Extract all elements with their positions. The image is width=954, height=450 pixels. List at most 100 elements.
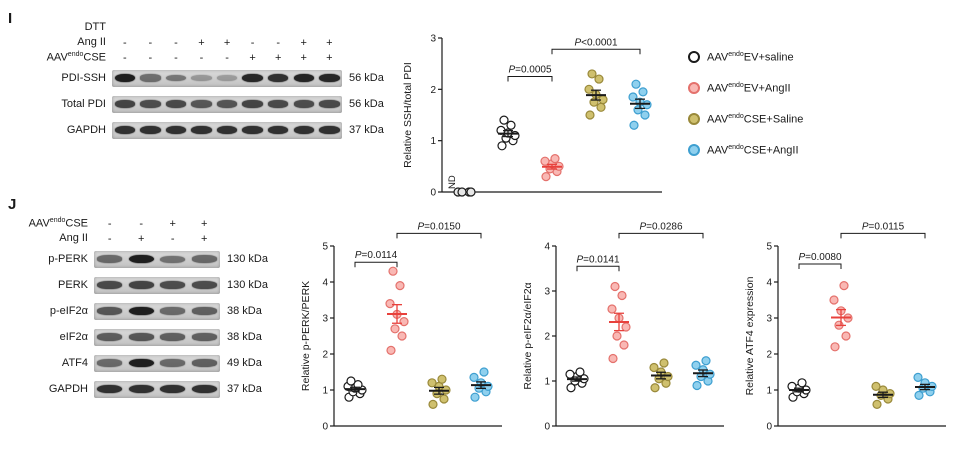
y-tick-label: 3 (430, 34, 436, 45)
data-point (629, 120, 639, 130)
p-value-label: P=0.0115 (862, 221, 905, 232)
data-point (871, 381, 881, 391)
blot-kda-label: 56 kDa (349, 72, 384, 84)
condition-symbol: - (122, 51, 127, 64)
blot-lane (157, 359, 189, 367)
panel-I-label: I (8, 10, 13, 27)
data-point (631, 79, 641, 89)
blot-protein-label: GAPDH (66, 123, 106, 136)
condition-symbol: + (138, 232, 145, 245)
data-point (439, 394, 449, 404)
significance-bracket (507, 76, 553, 82)
blot-strip (112, 95, 343, 113)
blot-band (242, 100, 263, 108)
blot-lane (291, 73, 317, 83)
blot-protein-label: PDI-SSH (61, 71, 106, 84)
blot-protein-label: ATF4 (61, 356, 88, 369)
data-point (830, 342, 840, 352)
blot-lane (94, 307, 126, 315)
data-point (388, 266, 398, 276)
label-fragment: AAV (707, 113, 729, 126)
legend-marker-icon (688, 82, 700, 94)
legend-label: AAVendoEV+AngII (707, 82, 791, 95)
label-fragment: AAV (28, 217, 50, 230)
legend-label: AAVendoCSE+Saline (707, 113, 803, 126)
blot-lane (126, 306, 158, 316)
blot-lane (189, 281, 221, 289)
blot-band (191, 100, 212, 108)
label-fragment: endo (67, 51, 84, 59)
blot-band (165, 100, 187, 108)
condition-symbol: + (326, 51, 333, 64)
data-point (386, 345, 396, 355)
y-axis-title: Relative p-eIF2α/eIF2α (522, 282, 534, 389)
y-tick-label: 1 (766, 386, 772, 397)
y-axis-title: Relative SSH/total PDI (402, 62, 414, 168)
blot-lane (94, 384, 126, 394)
blot-lane (112, 100, 138, 108)
blot-band (165, 125, 187, 135)
data-point (650, 383, 660, 393)
blot-band (128, 358, 154, 368)
blot-band (160, 307, 186, 315)
blot-kda-label: 37 kDa (227, 383, 262, 395)
blot-condition-symbols: - - + + (94, 218, 220, 230)
y-tick-label: 3 (322, 314, 328, 325)
data-point (612, 331, 622, 341)
data-point (691, 360, 701, 370)
legend-item: AAVendoEV+saline (688, 50, 803, 64)
blot-band (128, 281, 154, 289)
blot-strip (94, 354, 220, 372)
blot-band-row: p-eIF2α 38 kDa (10, 298, 268, 324)
blot-lane (112, 73, 138, 83)
nd-label: ND (447, 175, 458, 189)
blot-band (191, 333, 217, 341)
legend-item: AAVendoCSE+Saline (688, 112, 803, 126)
blot-band (128, 384, 154, 394)
data-point (649, 362, 659, 373)
data-point (617, 290, 627, 301)
blot-band (191, 307, 217, 315)
blot-band (267, 73, 289, 83)
p-value-label: P<0.0001 (574, 37, 618, 48)
blot-condition-label: AAVendoCSE (10, 217, 94, 230)
legend-item: AAVendoCSE+AngII (688, 143, 803, 157)
blot-lane (189, 74, 215, 82)
blot-band-row: PDI-SSH 56 kDa (26, 65, 384, 91)
blot-lane (157, 281, 189, 289)
y-tick-label: 0 (544, 422, 550, 433)
data-point (540, 156, 550, 166)
blot-lane (138, 100, 164, 108)
condition-symbol: + (300, 36, 307, 49)
data-point (457, 187, 467, 197)
y-tick-label: 2 (322, 350, 328, 361)
blot-lane (291, 125, 317, 135)
blot-lane (126, 384, 158, 394)
legend-label: AAVendoCSE+AngII (707, 144, 799, 157)
condition-symbol: - (148, 51, 153, 64)
data-point (506, 120, 516, 130)
blot-band (114, 125, 135, 135)
blot-condition-row: AAVendoCSE - - + + (10, 216, 268, 231)
data-point (640, 110, 650, 120)
blot-kda-label: 56 kDa (349, 98, 384, 110)
p-value-label: P=0.0005 (508, 65, 552, 76)
blot-lane (112, 125, 138, 135)
data-point (584, 84, 594, 94)
blot-band-row: PERK 130 kDa (10, 272, 268, 298)
data-point (437, 374, 447, 384)
blot-protein-label: eIF2α (59, 330, 88, 343)
blot-lane (317, 100, 343, 108)
label-fragment: AAV (707, 144, 729, 157)
data-point (541, 172, 551, 182)
blot-lane (163, 100, 189, 108)
blot-lane (189, 255, 221, 263)
blot-lane (214, 74, 240, 82)
blot-protein-label: GAPDH (48, 382, 88, 395)
blot-condition-row: Ang II - - - + + - - + + (26, 35, 384, 50)
y-tick-label: 5 (322, 242, 328, 253)
y-axis-title: Relative p-PERK/PERK (300, 281, 312, 391)
condition-symbol: + (326, 36, 333, 49)
data-point (692, 380, 702, 391)
label-fragment: CSE+AngII (743, 144, 799, 157)
